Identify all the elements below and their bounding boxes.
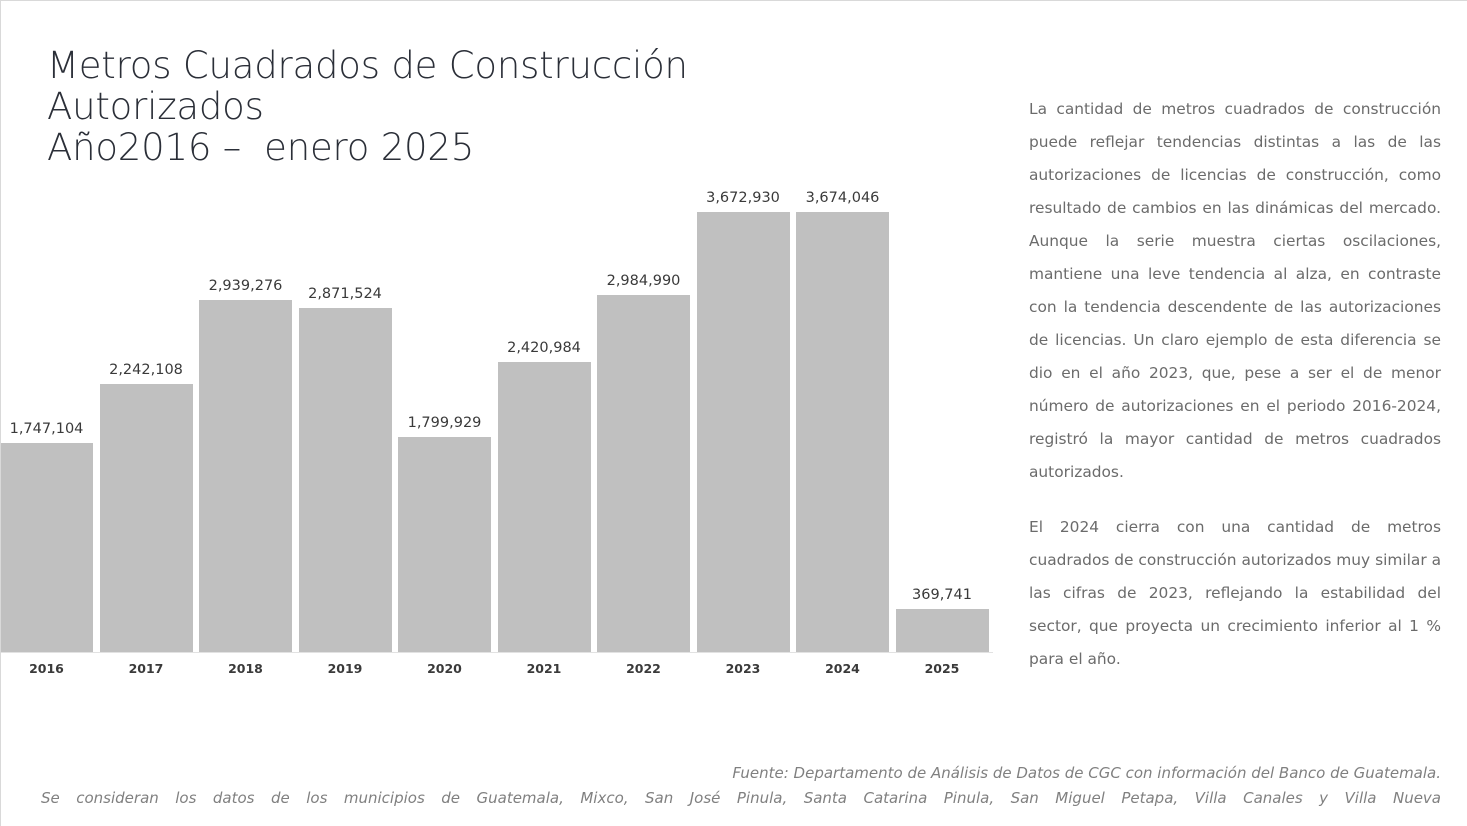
page-title: Metros Cuadrados de Construcción Autoriz… bbox=[47, 45, 927, 168]
title-line-1: Metros Cuadrados de Construcción bbox=[47, 44, 688, 87]
bar-2023[interactable] bbox=[696, 212, 790, 653]
bar-value-label-2025: 369,741 bbox=[912, 587, 972, 603]
bar-value-label-2022: 2,984,990 bbox=[606, 273, 681, 289]
bar-2016[interactable] bbox=[1, 443, 93, 653]
commentary-panel: La cantidad de metros cuadrados de const… bbox=[1029, 93, 1441, 676]
bar-group-2021[interactable]: 2,420,984 bbox=[497, 191, 591, 653]
x-tick-2024: 2024 bbox=[825, 661, 860, 676]
bar-2022[interactable] bbox=[597, 295, 690, 653]
bar-value-label-2021: 2,420,984 bbox=[507, 340, 581, 356]
footer-source: Fuente: Departamento de Análisis de Dato… bbox=[732, 764, 1441, 782]
x-tick-2021: 2021 bbox=[526, 661, 562, 676]
bar-2018[interactable] bbox=[199, 300, 292, 653]
bar-group-2020[interactable]: 1,799,929 bbox=[398, 191, 491, 653]
bar-2020[interactable] bbox=[398, 437, 491, 653]
x-tick-2018: 2018 bbox=[228, 661, 263, 676]
x-tick-2017: 2017 bbox=[128, 661, 164, 676]
x-tick-2023: 2023 bbox=[725, 661, 761, 676]
bar-value-label-2024: 3,674,046 bbox=[805, 190, 880, 206]
commentary-paragraph-1: La cantidad de metros cuadrados de const… bbox=[1029, 100, 1441, 481]
bar-group-2019[interactable]: 2,871,524 bbox=[298, 191, 392, 653]
x-tick-2025: 2025 bbox=[924, 661, 960, 676]
bar-group-2024[interactable]: 3,674,046 bbox=[796, 190, 889, 653]
bar-chart: 1,747,104 2,242,108 2,939,276 2,871,524 1,79… bbox=[1, 190, 993, 653]
x-axis-labels: 2016 2017 2018 2019 2020 2021 2022 2023 2024 2025 bbox=[1, 653, 993, 687]
bar-value-label-2017: 2,242,108 bbox=[109, 362, 183, 378]
bar-2017[interactable] bbox=[99, 384, 193, 653]
bar-2021[interactable] bbox=[497, 362, 591, 653]
x-axis-line bbox=[1, 652, 993, 653]
title-line-2: Autorizados bbox=[47, 85, 264, 128]
footer-note: Se consideran los datos de los municipio… bbox=[41, 789, 1441, 807]
bar-group-2017[interactable]: 2,242,108 bbox=[99, 191, 193, 653]
x-tick-2016: 2016 bbox=[29, 661, 64, 676]
bar-group-2022[interactable]: 2,984,990 bbox=[597, 191, 690, 653]
bar-2019[interactable] bbox=[298, 308, 392, 653]
bar-2024[interactable] bbox=[796, 212, 889, 653]
x-tick-2019: 2019 bbox=[327, 661, 363, 676]
bar-value-label-2018: 2,939,276 bbox=[208, 278, 283, 294]
bar-group-2025[interactable]: 369,741 bbox=[895, 191, 989, 653]
bar-group-2018[interactable]: 2,939,276 bbox=[199, 191, 292, 653]
bar-group-2023[interactable]: 3,672,930 bbox=[696, 190, 790, 653]
x-tick-2020: 2020 bbox=[427, 661, 462, 676]
bar-value-label-2016: 1,747,104 bbox=[9, 421, 84, 437]
chart-plot-area: 1,747,104 2,242,108 2,939,276 2,871,524 1,79… bbox=[1, 190, 993, 653]
bar-value-label-2023: 3,672,930 bbox=[706, 190, 780, 206]
footer: Fuente: Departamento de Análisis de Dato… bbox=[41, 761, 1441, 811]
bar-value-label-2019: 2,871,524 bbox=[308, 286, 382, 302]
commentary-paragraph-2: El 2024 cierra con una cantidad de metro… bbox=[1029, 518, 1441, 668]
bar-group-2016[interactable]: 1,747,104 bbox=[1, 191, 93, 653]
bar-2025[interactable] bbox=[895, 609, 989, 653]
title-line-3: Año2016 – enero 2025 bbox=[47, 126, 475, 169]
x-tick-2022: 2022 bbox=[626, 661, 661, 676]
bar-value-label-2020: 1,799,929 bbox=[407, 415, 482, 431]
